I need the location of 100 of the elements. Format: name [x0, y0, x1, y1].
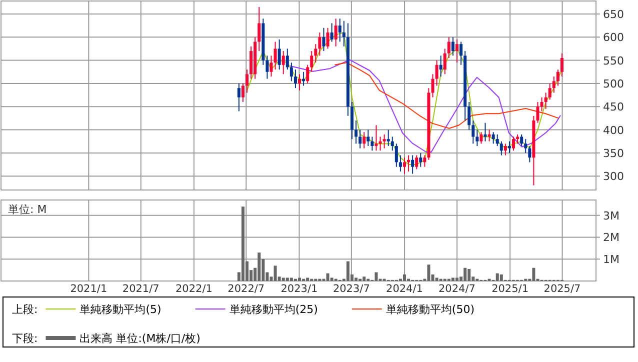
candlestick: [310, 50, 314, 72]
candlestick: [290, 62, 293, 82]
candlestick: [480, 132, 483, 144]
x-tick-label: 2021/7: [122, 283, 160, 295]
bar: [532, 268, 536, 281]
candlestick: [294, 69, 297, 89]
bar: [455, 278, 458, 281]
candlestick: [354, 120, 358, 144]
candlestick: [544, 92, 548, 110]
x-tick-label: 2025/7: [544, 283, 581, 295]
bar: [241, 206, 244, 281]
x-tick-label: 2021/1: [70, 283, 108, 295]
y-tick-label: 400: [603, 124, 624, 137]
candlestick: [468, 101, 471, 130]
candlestick: [524, 138, 528, 154]
x-tick-label: 2023/1: [280, 283, 318, 295]
candlestick: [266, 55, 269, 80]
y-tick-label: 500: [603, 77, 624, 90]
candlestick: [516, 134, 520, 144]
bar: [326, 273, 330, 281]
x-tick-label: 2025/1: [492, 283, 529, 295]
y-tick-label: 3M: [603, 209, 620, 222]
bar: [354, 278, 358, 281]
candlestick: [496, 134, 499, 146]
bar: [330, 278, 334, 281]
candlestick: [342, 20, 346, 47]
candlestick: [386, 129, 390, 146]
candlestick: [419, 152, 422, 168]
candlestick: [415, 154, 418, 170]
candlestick: [556, 69, 560, 86]
x-tick-label: 2023/7: [332, 283, 370, 295]
legend-label: 単純移動平均(25): [229, 303, 318, 316]
bar: [402, 274, 406, 281]
candlestick: [370, 136, 374, 152]
candlestick: [460, 41, 463, 66]
candlestick: [394, 143, 398, 168]
legend-title: 上段:: [12, 303, 38, 316]
candlestick: [411, 154, 414, 174]
candlestick: [504, 143, 507, 156]
bar: [298, 278, 302, 281]
y-tick-label: 1M: [603, 253, 620, 266]
y-axis-title: 単位: M: [8, 203, 47, 216]
bar: [427, 264, 430, 281]
candlestick: [500, 140, 503, 156]
candlestick: [552, 76, 556, 94]
candlestick: [338, 18, 342, 42]
candlestick: [306, 64, 310, 84]
bar: [290, 278, 293, 281]
candlestick: [435, 60, 438, 86]
legend-label: 単純移動平均(5): [80, 303, 162, 316]
x-tick-label: 2024/1: [386, 283, 423, 295]
candlestick: [314, 44, 318, 64]
y-tick-label: 650: [603, 8, 624, 21]
y-tick-label: 350: [603, 146, 624, 160]
candlestick: [350, 101, 354, 140]
candlestick: [536, 101, 540, 124]
line-series: [334, 62, 559, 129]
x-tick-label: 2022/1: [175, 283, 212, 295]
candlestick: [560, 52, 564, 78]
candlestick: [390, 136, 394, 152]
y-tick-label: 2M: [603, 231, 620, 244]
bar: [286, 278, 289, 281]
candlestick: [548, 82, 552, 100]
candlestick: [520, 134, 524, 146]
candlestick: [374, 124, 378, 152]
candlestick: [326, 27, 330, 50]
candlestick: [439, 55, 442, 78]
candlestick: [298, 74, 302, 91]
bar: [464, 268, 467, 281]
candlestick: [278, 38, 281, 70]
y-tick-label: 300: [603, 170, 624, 184]
y-tick-label: 550: [603, 54, 624, 68]
candlestick: [492, 132, 495, 144]
y-tick-label: 600: [603, 31, 624, 44]
candlestick: [423, 154, 426, 168]
candlestick: [237, 82, 240, 112]
candlestick: [528, 145, 532, 163]
candlestick: [472, 120, 475, 144]
bar: [282, 278, 285, 281]
candlestick: [476, 129, 479, 146]
bar: [496, 273, 499, 281]
candlestick: [431, 74, 434, 98]
candlestick: [402, 157, 406, 174]
candlestick: [398, 154, 402, 172]
bar: [435, 278, 438, 281]
bar: [274, 266, 277, 281]
candlestick: [246, 69, 249, 94]
candlestick: [286, 48, 289, 70]
bar: [346, 261, 350, 281]
bar: [468, 268, 471, 281]
candlestick: [358, 129, 362, 149]
legend-label: 単純移動平均(50): [386, 303, 474, 316]
candlestick: [330, 22, 334, 42]
candlestick: [250, 46, 253, 80]
y-tick-label: 450: [603, 100, 624, 114]
x-tick-label: 2022/7: [228, 283, 265, 295]
bar: [374, 272, 378, 281]
candlestick: [508, 140, 511, 154]
candlestick: [382, 134, 386, 149]
legend-title: 下段:: [12, 332, 38, 345]
